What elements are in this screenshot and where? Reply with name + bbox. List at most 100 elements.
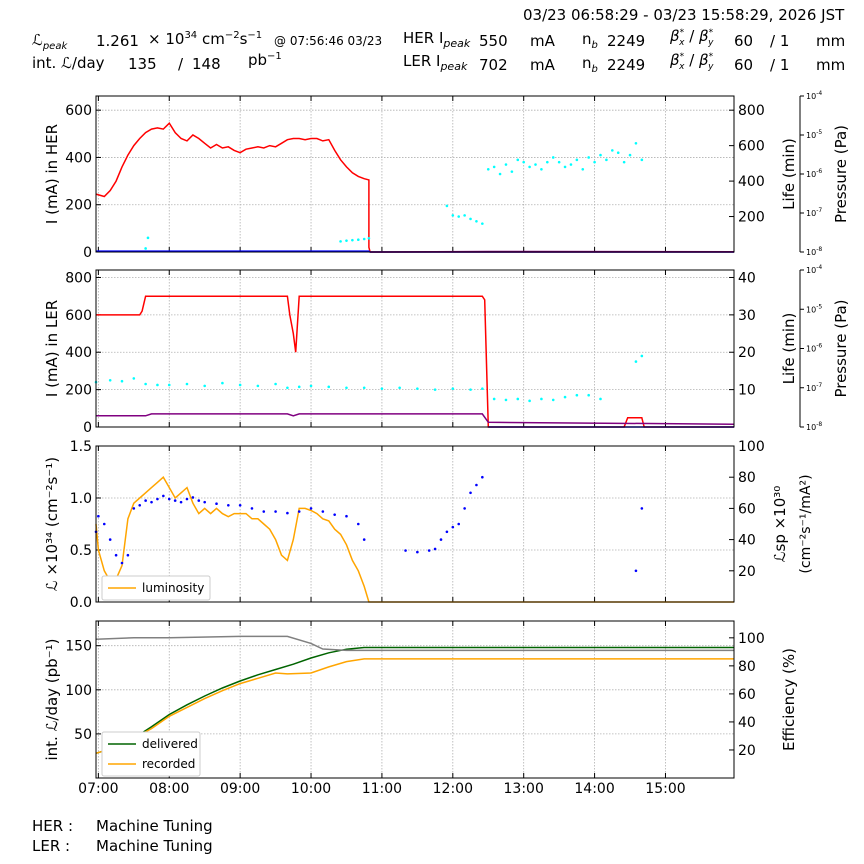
data-point bbox=[321, 510, 325, 513]
y2-axis-label: ℒsp ×10³⁰ bbox=[771, 486, 789, 563]
data-point bbox=[492, 165, 496, 169]
data-point bbox=[628, 153, 632, 157]
x-tick-label: 13:00 bbox=[504, 781, 544, 797]
legend-box bbox=[101, 731, 201, 777]
data-point bbox=[144, 247, 147, 250]
data-point bbox=[203, 500, 206, 504]
data-point bbox=[640, 507, 644, 510]
pressure-axis-label: Pressure (Pa) bbox=[832, 299, 850, 397]
data-point bbox=[108, 378, 112, 382]
y2-tick-label: 60 bbox=[738, 501, 756, 517]
data-point bbox=[286, 386, 289, 390]
y-tick-label: 200 bbox=[65, 198, 92, 214]
data-point bbox=[356, 238, 360, 242]
series-line bbox=[96, 413, 735, 425]
data-point bbox=[345, 514, 348, 518]
x-tick-label: 10:00 bbox=[291, 781, 331, 797]
y-tick-label: 400 bbox=[65, 345, 92, 361]
y2-axis-label: Efficiency (%) bbox=[780, 648, 798, 751]
y-axis-label: ℒ ×10³⁴ (cm⁻²s⁻¹) bbox=[43, 457, 61, 591]
y-tick-label: 600 bbox=[65, 308, 92, 324]
x-tick-label: 07:00 bbox=[78, 781, 118, 797]
y-tick-label: 600 bbox=[65, 103, 92, 119]
data-point bbox=[481, 222, 484, 225]
data-point bbox=[256, 384, 260, 388]
data-point bbox=[469, 491, 472, 495]
data-point bbox=[416, 387, 419, 390]
plot-frame bbox=[95, 620, 735, 779]
data-point bbox=[445, 530, 449, 534]
data-point bbox=[486, 167, 490, 171]
data-point bbox=[221, 381, 224, 385]
y2-tick-label: 20 bbox=[738, 345, 756, 361]
y-axis-label: int. ℒ/day (pb⁻¹) bbox=[43, 639, 61, 761]
y-tick-label: 0.5 bbox=[70, 543, 92, 559]
data-point bbox=[120, 379, 124, 383]
lpeak-unit: × 1034 cm−2s−1 bbox=[148, 30, 263, 48]
data-point bbox=[351, 238, 354, 242]
intl-slash: / bbox=[178, 55, 184, 73]
data-point bbox=[427, 549, 431, 552]
series-line bbox=[95, 646, 734, 755]
footer-ler-status: Machine Tuning bbox=[96, 837, 213, 855]
pressure-tick-label: 10-7 bbox=[806, 207, 822, 218]
data-point bbox=[528, 399, 531, 403]
data-point bbox=[439, 538, 443, 541]
x-tick-label: 12:00 bbox=[433, 781, 473, 797]
data-point bbox=[274, 510, 277, 513]
data-point bbox=[551, 156, 555, 159]
data-point bbox=[481, 387, 484, 390]
legend-box bbox=[101, 575, 211, 601]
ler-unit: mA bbox=[530, 56, 555, 74]
her-betay: / 1 bbox=[770, 32, 790, 50]
data-point bbox=[563, 165, 567, 169]
y-tick-label: 800 bbox=[65, 270, 92, 286]
pressure-axis-label: Pressure (Pa) bbox=[832, 125, 850, 223]
legend-label: recorded bbox=[142, 757, 195, 771]
ler-label: LER Ipeak bbox=[403, 52, 468, 73]
her-beta-label: β*x / β*y bbox=[670, 27, 714, 48]
her-beta-unit: mm bbox=[816, 32, 846, 50]
plot-frame bbox=[95, 269, 735, 428]
y2-axis-label-unit: (cm⁻²s⁻¹/mA²) bbox=[798, 474, 814, 573]
series-line bbox=[95, 635, 734, 652]
data-point bbox=[587, 393, 590, 397]
data-point bbox=[333, 513, 336, 516]
data-point bbox=[238, 383, 242, 387]
data-point bbox=[102, 522, 106, 526]
intl-total: 148 bbox=[192, 55, 221, 73]
y2-tick-label: 30 bbox=[738, 308, 756, 324]
her-current: 550 bbox=[479, 32, 508, 50]
y-tick-label: 0 bbox=[83, 245, 92, 261]
data-point bbox=[108, 538, 112, 541]
y-tick-label: 200 bbox=[65, 383, 92, 399]
data-point bbox=[433, 388, 437, 391]
ler-betay: / 1 bbox=[770, 56, 790, 74]
x-tick-label: 09:00 bbox=[220, 781, 260, 797]
pressure-tick-label: 10-8 bbox=[806, 246, 822, 257]
data-point bbox=[132, 377, 136, 380]
plot-frame bbox=[95, 445, 735, 603]
data-point bbox=[227, 503, 230, 507]
y2-axis-label: Life (min) bbox=[780, 313, 798, 385]
data-point bbox=[362, 386, 366, 390]
her-betax: 60 bbox=[734, 32, 754, 50]
pressure-tick-label: 10-6 bbox=[806, 168, 822, 179]
data-point bbox=[616, 151, 620, 155]
ler-beta-label: β*x / β*y bbox=[670, 51, 714, 72]
data-point bbox=[587, 156, 590, 159]
data-point bbox=[451, 214, 455, 217]
x-tick-label: 15:00 bbox=[645, 781, 685, 797]
y2-tick-label: 100 bbox=[738, 631, 765, 647]
data-point bbox=[634, 360, 638, 363]
data-point bbox=[640, 354, 644, 358]
y-tick-label: 0.0 bbox=[70, 595, 92, 611]
data-point bbox=[534, 163, 537, 166]
data-point bbox=[445, 204, 449, 208]
data-point bbox=[120, 561, 124, 565]
data-point bbox=[492, 397, 496, 401]
data-point bbox=[516, 397, 520, 401]
data-point bbox=[516, 158, 520, 162]
data-point bbox=[557, 160, 561, 164]
intl-label: int. ℒ/day bbox=[32, 54, 105, 72]
